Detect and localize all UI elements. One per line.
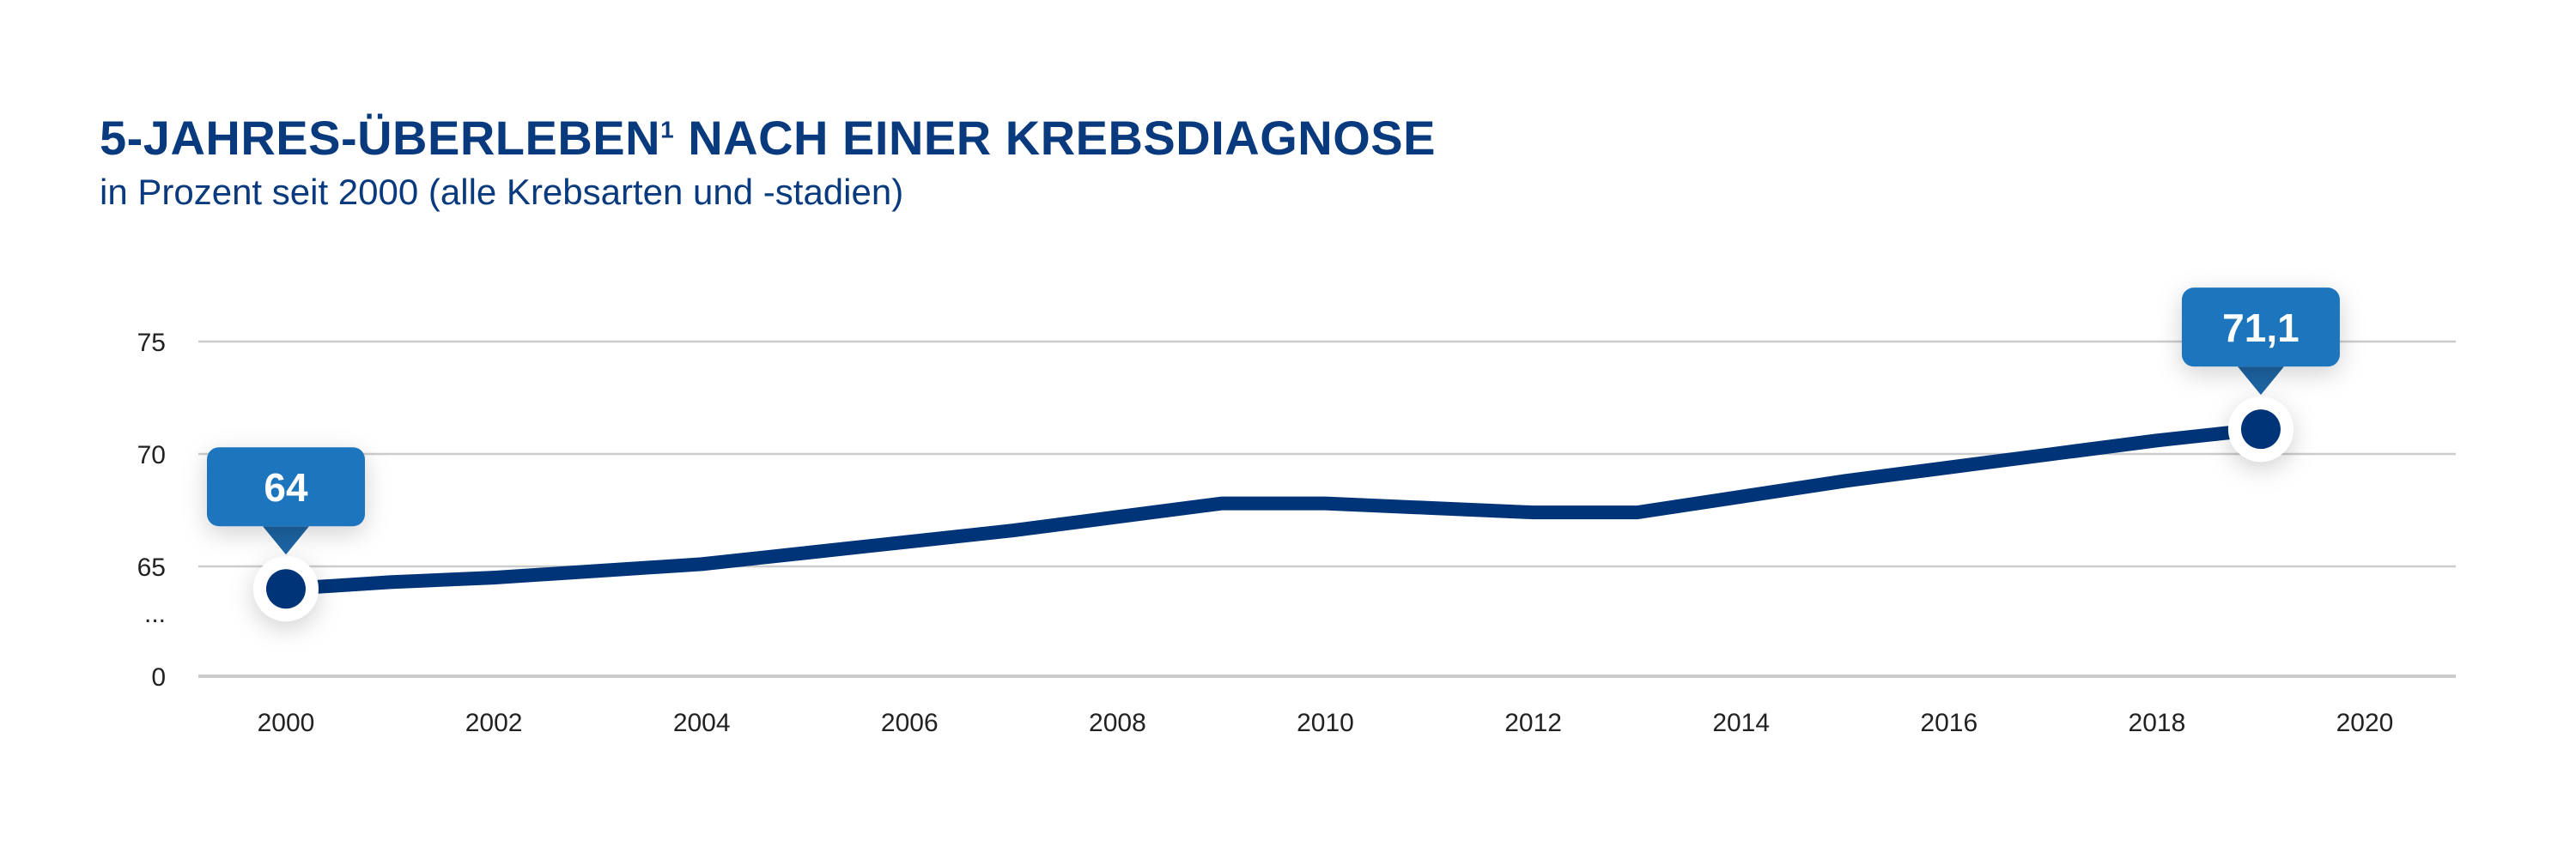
- marker-dot: [2240, 409, 2281, 450]
- title-main: 5-JAHRES-ÜBERLEBEN: [100, 111, 661, 165]
- x-tick-label: 2012: [1504, 709, 1562, 737]
- x-tick-label: 2010: [1297, 709, 1354, 737]
- x-tick-label: 2020: [2336, 709, 2394, 737]
- callout-box: [207, 447, 365, 527]
- chart-subtitle: in Prozent seit 2000 (alle Krebsarten un…: [100, 172, 904, 212]
- series-line: [285, 422, 2262, 596]
- callout-pointer: [2237, 366, 2284, 396]
- callout-label: 64: [264, 465, 308, 510]
- y-tick-label: ...: [144, 600, 166, 628]
- x-tick-label: 2008: [1089, 709, 1146, 737]
- callout-box: [2181, 287, 2340, 367]
- x-tick-label: 2016: [1920, 709, 1978, 737]
- y-tick-label: 70: [137, 441, 166, 469]
- x-tick-label: 2006: [881, 709, 939, 737]
- x-tick-label: 2014: [1712, 709, 1770, 737]
- callout-label: 71,1: [2222, 306, 2300, 350]
- x-tick-label: 2000: [258, 709, 315, 737]
- x-tick-label: 2004: [673, 709, 731, 737]
- chart-title: 5-JAHRES-ÜBERLEBEN1 NACH EINER KREBSDIAG…: [100, 110, 1436, 166]
- callout-pointer: [263, 526, 309, 555]
- y-tick-label: 0: [151, 663, 166, 692]
- marker-dot: [266, 569, 306, 609]
- x-tick-label: 2018: [2129, 709, 2186, 737]
- title-rest: NACH EINER KREBSDIAGNOSE: [674, 111, 1436, 165]
- footnote-marker: 1: [660, 116, 675, 143]
- y-tick-label: 75: [137, 329, 166, 357]
- y-tick-label: 65: [137, 554, 166, 582]
- x-tick-label: 2002: [465, 709, 523, 737]
